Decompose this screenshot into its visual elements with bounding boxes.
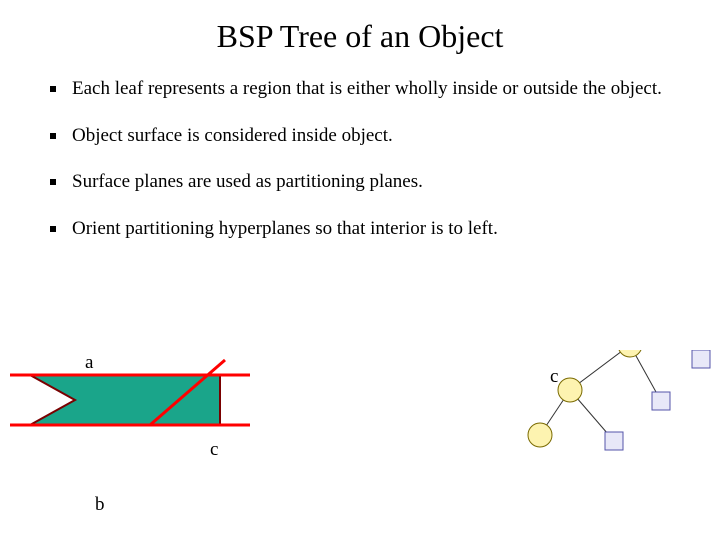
slide-title: BSP Tree of an Object — [0, 0, 720, 77]
tree-leaf-outside-3 — [605, 432, 623, 450]
bullet-marker — [50, 86, 56, 92]
bullet-item: Object surface is considered inside obje… — [50, 124, 680, 149]
bullet-item: Surface planes are used as partitioning … — [50, 170, 680, 195]
bullet-text: Object surface is considered inside obje… — [72, 124, 393, 149]
tree-node-b — [618, 350, 642, 357]
tree-leaf-outside-2 — [652, 392, 670, 410]
tree-label-c: c — [550, 366, 558, 387]
object-polygon — [30, 375, 220, 425]
tree-node-c — [558, 378, 582, 402]
shape-label-a: a — [85, 352, 94, 373]
bullet-item: Each leaf represents a region that is ei… — [50, 77, 680, 102]
shape-label-c: c — [210, 439, 218, 460]
bullet-marker — [50, 179, 56, 185]
bullet-text: Surface planes are used as partitioning … — [72, 170, 423, 195]
bullet-item: Orient partitioning hyperplanes so that … — [50, 217, 680, 242]
bullet-text: Orient partitioning hyperplanes so that … — [72, 217, 498, 242]
bullet-text: Each leaf represents a region that is ei… — [72, 77, 662, 102]
bullet-marker — [50, 133, 56, 139]
shape-label-b: b — [95, 494, 105, 515]
bullet-list: Each leaf represents a region that is ei… — [0, 77, 720, 242]
diagram-svg: acbabc — [0, 350, 720, 540]
tree-leaf-outside-1 — [692, 350, 710, 368]
bullet-marker — [50, 226, 56, 232]
tree-leaf-inside — [528, 423, 552, 447]
